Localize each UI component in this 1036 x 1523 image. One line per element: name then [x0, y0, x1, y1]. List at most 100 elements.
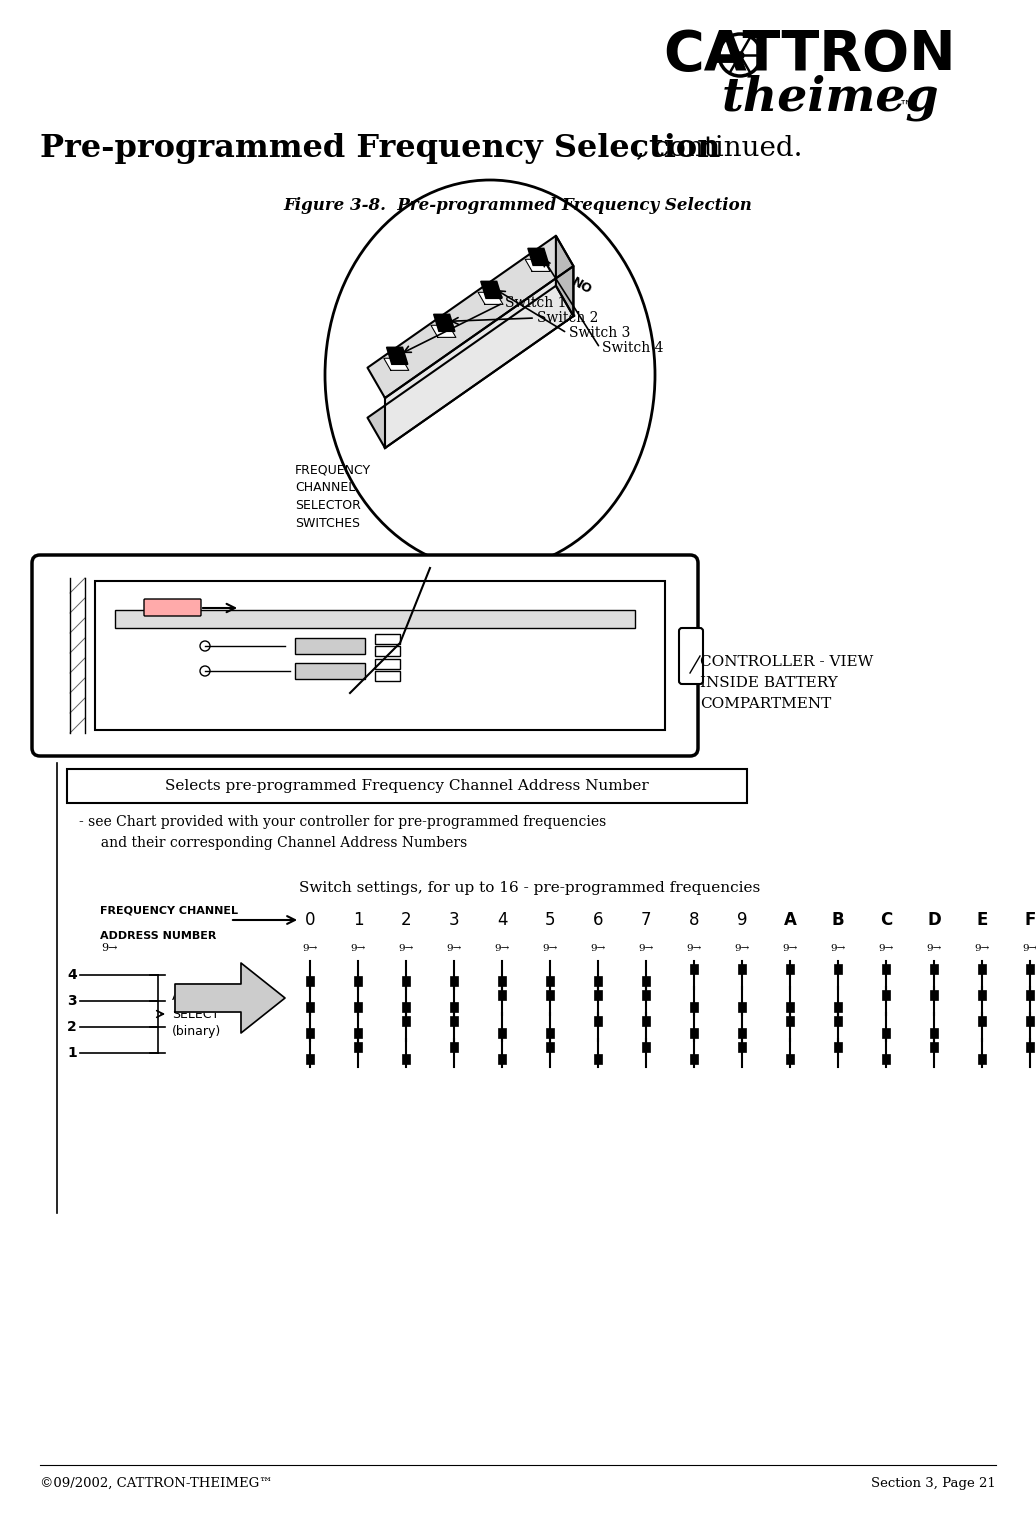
Bar	[95, 580, 665, 730]
Text: Switch 1: Switch 1	[505, 295, 567, 311]
Bar	[594, 990, 602, 1001]
Text: 4: 4	[67, 969, 77, 982]
Bar	[930, 990, 938, 1001]
Text: 6: 6	[593, 911, 603, 929]
Bar	[690, 1054, 698, 1065]
Bar	[402, 1054, 410, 1065]
Bar	[375, 659, 400, 669]
Bar	[402, 976, 410, 985]
Text: 9→: 9→	[398, 944, 413, 952]
Bar	[498, 990, 506, 1001]
Polygon shape	[175, 963, 285, 1033]
Text: 9→: 9→	[926, 944, 942, 952]
Bar	[642, 1042, 650, 1052]
Polygon shape	[481, 282, 502, 299]
Bar	[930, 1042, 938, 1052]
Text: 2: 2	[67, 1020, 77, 1034]
Text: C: C	[880, 911, 892, 929]
Text: ADDRESS
SELECT
(binary): ADDRESS SELECT (binary)	[172, 990, 232, 1037]
Bar	[738, 1042, 746, 1052]
Text: 9→: 9→	[638, 944, 654, 952]
Bar	[354, 1042, 362, 1052]
Text: 9→: 9→	[830, 944, 845, 952]
Bar	[450, 1042, 458, 1052]
Bar	[306, 976, 314, 985]
Text: NO: NO	[570, 276, 595, 297]
Text: 4: 4	[496, 911, 508, 929]
Bar	[450, 1002, 458, 1011]
Bar	[882, 1028, 890, 1039]
Bar	[1026, 1016, 1034, 1027]
Polygon shape	[434, 314, 455, 332]
Polygon shape	[556, 236, 573, 317]
FancyBboxPatch shape	[32, 554, 698, 755]
Bar	[546, 1028, 554, 1039]
Bar	[375, 672, 400, 681]
Bar	[978, 964, 986, 975]
Bar	[978, 990, 986, 1001]
Bar	[306, 1002, 314, 1011]
Bar	[1026, 964, 1034, 975]
Text: E: E	[976, 911, 987, 929]
Text: 9→: 9→	[591, 944, 606, 952]
Bar	[882, 990, 890, 1001]
Text: Switch 4: Switch 4	[602, 341, 663, 355]
Polygon shape	[383, 358, 409, 370]
Text: FREQUENCY CHANNEL: FREQUENCY CHANNEL	[100, 905, 238, 915]
Bar	[882, 1054, 890, 1065]
Text: D: D	[927, 911, 941, 929]
FancyBboxPatch shape	[679, 627, 703, 684]
Text: CATTRON: CATTRON	[664, 27, 956, 82]
Bar	[450, 976, 458, 985]
Text: Switch settings, for up to 16 - pre-programmed frequencies: Switch settings, for up to 16 - pre-prog…	[299, 880, 760, 896]
Text: 9: 9	[737, 911, 747, 929]
Bar	[1026, 990, 1034, 1001]
Bar	[690, 964, 698, 975]
Bar	[498, 976, 506, 985]
Text: 9→: 9→	[102, 943, 118, 953]
Text: 0: 0	[305, 911, 315, 929]
Text: FREQUENCY
CHANNEL
SELECTOR
SWITCHES: FREQUENCY CHANNEL SELECTOR SWITCHES	[295, 463, 371, 530]
Bar	[834, 1042, 842, 1052]
Text: Switch 2: Switch 2	[537, 311, 599, 324]
Text: 9→: 9→	[303, 944, 318, 952]
Bar	[594, 1054, 602, 1065]
Polygon shape	[528, 248, 549, 265]
Text: ™: ™	[898, 99, 914, 114]
Text: 5: 5	[545, 911, 555, 929]
Text: Figure 3-8.  Pre-programmed Frequency Selection: Figure 3-8. Pre-programmed Frequency Sel…	[284, 196, 752, 213]
Text: 9→: 9→	[1023, 944, 1036, 952]
Text: and their corresponding Channel Address Numbers: and their corresponding Channel Address …	[92, 836, 467, 850]
Text: - see Chart provided with your controller for pre-programmed frequencies: - see Chart provided with your controlle…	[79, 815, 606, 829]
Bar	[834, 1016, 842, 1027]
Polygon shape	[368, 236, 573, 398]
Text: 9→: 9→	[494, 944, 510, 952]
Text: 9→: 9→	[542, 944, 557, 952]
Text: B: B	[832, 911, 844, 929]
Bar	[642, 1016, 650, 1027]
Bar	[882, 964, 890, 975]
Text: ADDRESS NUMBER: ADDRESS NUMBER	[100, 931, 217, 941]
Bar	[115, 611, 635, 627]
Text: ©09/2002, CATTRON-THEIMEG™: ©09/2002, CATTRON-THEIMEG™	[40, 1476, 272, 1489]
Polygon shape	[385, 267, 573, 448]
Text: , continued.: , continued.	[636, 134, 803, 161]
Text: 9→: 9→	[447, 944, 462, 952]
Text: 2: 2	[401, 911, 411, 929]
Bar	[738, 1002, 746, 1011]
Bar	[930, 1028, 938, 1039]
Bar	[834, 1002, 842, 1011]
Text: 9→: 9→	[686, 944, 701, 952]
Bar	[786, 1054, 794, 1065]
Bar	[354, 1028, 362, 1039]
Bar	[978, 1054, 986, 1065]
Polygon shape	[525, 259, 550, 271]
Text: CONTROLLER - VIEW
INSIDE BATTERY
COMPARTMENT: CONTROLLER - VIEW INSIDE BATTERY COMPART…	[700, 655, 873, 711]
Text: 9→: 9→	[782, 944, 798, 952]
Bar	[306, 1028, 314, 1039]
Bar	[786, 1002, 794, 1011]
Bar	[546, 990, 554, 1001]
Bar	[375, 634, 400, 644]
Text: 1: 1	[352, 911, 364, 929]
Bar	[786, 964, 794, 975]
